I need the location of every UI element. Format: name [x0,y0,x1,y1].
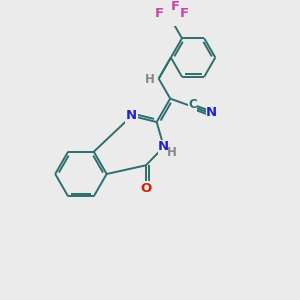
Text: H: H [167,146,176,159]
Text: F: F [171,0,180,13]
Text: F: F [180,7,189,20]
Text: F: F [154,7,164,20]
Text: N: N [206,106,217,119]
Text: C: C [188,98,197,111]
Text: N: N [126,110,137,122]
Text: H: H [145,74,155,86]
Text: O: O [140,182,152,194]
Text: N: N [158,140,169,153]
